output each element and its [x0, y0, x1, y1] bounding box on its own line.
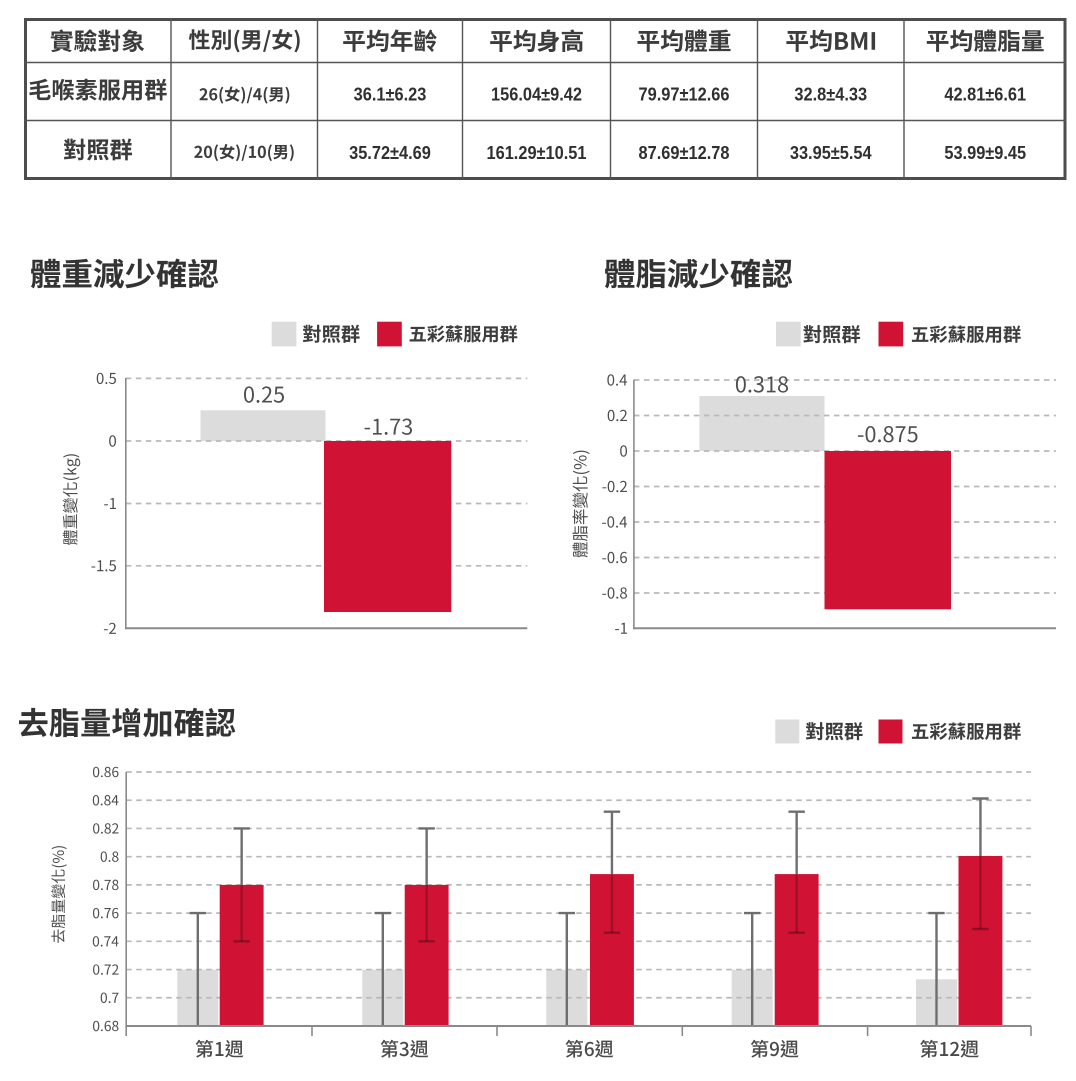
svg-text:87.69±12.78: 87.69±12.78: [639, 142, 730, 163]
svg-text:53.99±9.45: 53.99±9.45: [944, 142, 1026, 163]
svg-text:32.8±4.33: 32.8±4.33: [794, 84, 867, 105]
svg-text:33.95±5.54: 33.95±5.54: [790, 142, 872, 163]
svg-text:36.1±6.23: 36.1±6.23: [354, 84, 427, 105]
svg-text:79.97±12.66: 79.97±12.66: [639, 84, 730, 105]
svg-text:35.72±4.69: 35.72±4.69: [349, 142, 431, 163]
svg-text:161.29±10.51: 161.29±10.51: [486, 142, 586, 163]
svg-text:42.81±6.61: 42.81±6.61: [944, 84, 1026, 105]
svg-text:156.04±9.42: 156.04±9.42: [491, 84, 582, 105]
